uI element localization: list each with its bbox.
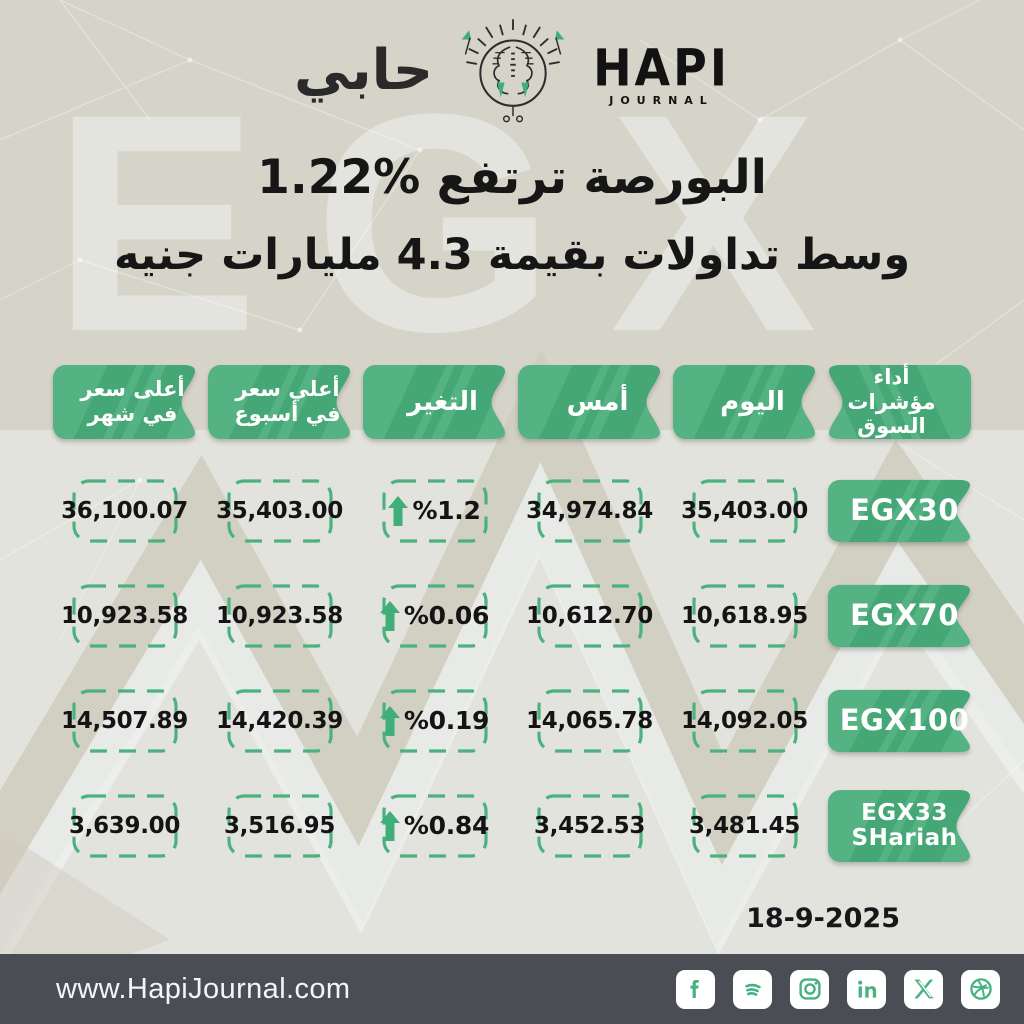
egx30-week-high-value: 35,403.00	[216, 478, 343, 543]
egx33-month-high-value: 3,639.00	[69, 793, 180, 858]
egx33-yesterday-value: 3,452.53	[534, 793, 645, 858]
egx100-week-high-value: 14,420.39	[216, 688, 343, 753]
egx33-change-value: %0.84	[379, 793, 489, 858]
egx33-week-high-value: 3,516.95	[224, 793, 335, 858]
egx70-week-high-value: 10,923.58	[216, 583, 343, 648]
linkedin-icon[interactable]	[847, 969, 886, 1009]
logo-latin-sub: JOURNAL	[609, 93, 714, 107]
egx33-index-ribbon: EGX33 SHariah	[827, 789, 972, 863]
table-body: EGX30 35,403.00 34,974.84 %1.2 35,403.00…	[52, 458, 972, 878]
footer-bar: www.HapiJournal.com	[0, 954, 1024, 1024]
headline-line1: البورصة ترتفع %1.22	[257, 150, 767, 205]
header-today: اليوم	[672, 364, 817, 440]
egx70-change-value: %0.06	[379, 583, 489, 648]
logo-latin-block: HAPI JOURNAL	[593, 37, 730, 107]
report-date: 18-9-2025	[746, 903, 900, 934]
egx30-change-value: %1.2	[381, 478, 488, 543]
egx70-yesterday-value: 10,612.70	[526, 583, 653, 648]
egx100-today-value: 14,092.05	[681, 688, 808, 753]
instagram-icon[interactable]	[790, 969, 829, 1009]
egx30-today-value: 35,403.00	[681, 478, 808, 543]
x-icon[interactable]	[904, 969, 943, 1009]
header-index: أداء مؤشرات السوق	[827, 364, 972, 440]
hapi-logo-emblem	[461, 19, 565, 123]
egx30-month-high-value: 36,100.07	[61, 478, 188, 543]
up-arrow-icon	[379, 810, 400, 841]
hapi-logo: حابي	[0, 16, 1024, 134]
website-url: www.HapiJournal.com	[56, 972, 351, 1005]
up-arrow-icon	[379, 600, 400, 631]
table-row-egx100: EGX100 14,092.05 14,065.78 %0.19 14,420.…	[52, 668, 972, 773]
egx100-month-high-value: 14,507.89	[61, 688, 188, 753]
egx100-yesterday-value: 14,065.78	[526, 688, 653, 753]
facebook-icon[interactable]	[676, 969, 715, 1009]
header-yesterday: أمس	[517, 364, 662, 440]
header-month-high: أعلى سعر في شهر	[52, 364, 197, 440]
header-change: التغير	[362, 364, 507, 440]
table-row-egx30: EGX30 35,403.00 34,974.84 %1.2 35,403.00…	[52, 458, 972, 563]
green-accents	[461, 30, 565, 98]
egx100-index-ribbon: EGX100	[827, 689, 972, 753]
egx100-change-value: %0.19	[379, 688, 489, 753]
up-arrow-icon	[379, 705, 400, 736]
table-row-egx33-shariah: EGX33 SHariah 3,481.45 3,452.53 %0.84 3,…	[52, 773, 972, 878]
egx33-today-value: 3,481.45	[689, 793, 800, 858]
dribbble-icon[interactable]	[961, 969, 1000, 1009]
egx30-yesterday-value: 34,974.84	[526, 478, 653, 543]
table-header-row: أداء مؤشرات السوق اليوم أمس التغير أعلي …	[52, 364, 972, 440]
spotify-icon[interactable]	[733, 969, 772, 1009]
headline-line2: وسط تداولات بقيمة 4.3 مليارات جنيه	[113, 230, 911, 280]
egx70-month-high-value: 10,923.58	[61, 583, 188, 648]
egx70-index-ribbon: EGX70	[827, 584, 972, 648]
egx30-index-ribbon: EGX30	[827, 479, 972, 543]
logo-latin-name: HAPI	[593, 37, 730, 98]
social-icons	[676, 969, 1000, 1009]
logo-arabic-name: حابي	[293, 38, 434, 103]
up-arrow-icon	[388, 495, 409, 526]
egx70-today-value: 10,618.95	[681, 583, 808, 648]
table-row-egx70: EGX70 10,618.95 10,612.70 %0.06 10,923.5…	[52, 563, 972, 668]
header-week-high: أعلي سعر في أسبوع	[207, 364, 352, 440]
